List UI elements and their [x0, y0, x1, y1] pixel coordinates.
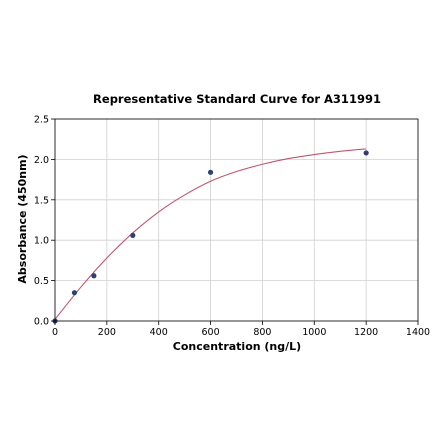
x-tick-label: 600	[202, 327, 220, 338]
y-axis-ticks: 0.0 0.5 1.0 1.5 2.0 2.5	[34, 115, 55, 328]
y-tick-label: 1.0	[34, 236, 49, 247]
chart-title: Representative Standard Curve for A31199…	[93, 92, 381, 106]
data-point	[130, 232, 136, 238]
y-tick-label: 1.5	[34, 195, 49, 206]
y-tick-label: 0.0	[34, 317, 49, 328]
y-tick-label: 2.5	[34, 115, 49, 126]
data-point	[207, 169, 214, 175]
data-points-layer	[52, 150, 369, 324]
y-tick-label: 2.0	[34, 155, 49, 166]
fitted-curve-layer	[54, 148, 367, 320]
x-tick-label: 0	[52, 327, 58, 338]
data-point	[363, 150, 369, 156]
x-tick-label: 800	[253, 327, 271, 338]
x-tick-label: 1200	[354, 327, 378, 338]
x-axis-label: Concentration (ng/L)	[173, 340, 301, 353]
y-tick-label: 0.5	[34, 276, 49, 287]
x-tick-label: 1000	[302, 327, 326, 338]
data-point	[71, 290, 78, 296]
fitted-curve-line	[54, 148, 367, 320]
x-axis-ticks: 0 200 400 600 800 1000 1200 1400	[52, 321, 430, 338]
x-tick-label: 1400	[406, 327, 430, 338]
x-tick-label: 200	[98, 327, 116, 338]
y-axis-label: Absorbance (450nm)	[16, 154, 29, 283]
x-tick-label: 400	[150, 327, 168, 338]
data-point	[91, 273, 97, 279]
plot-frame	[54, 118, 419, 322]
